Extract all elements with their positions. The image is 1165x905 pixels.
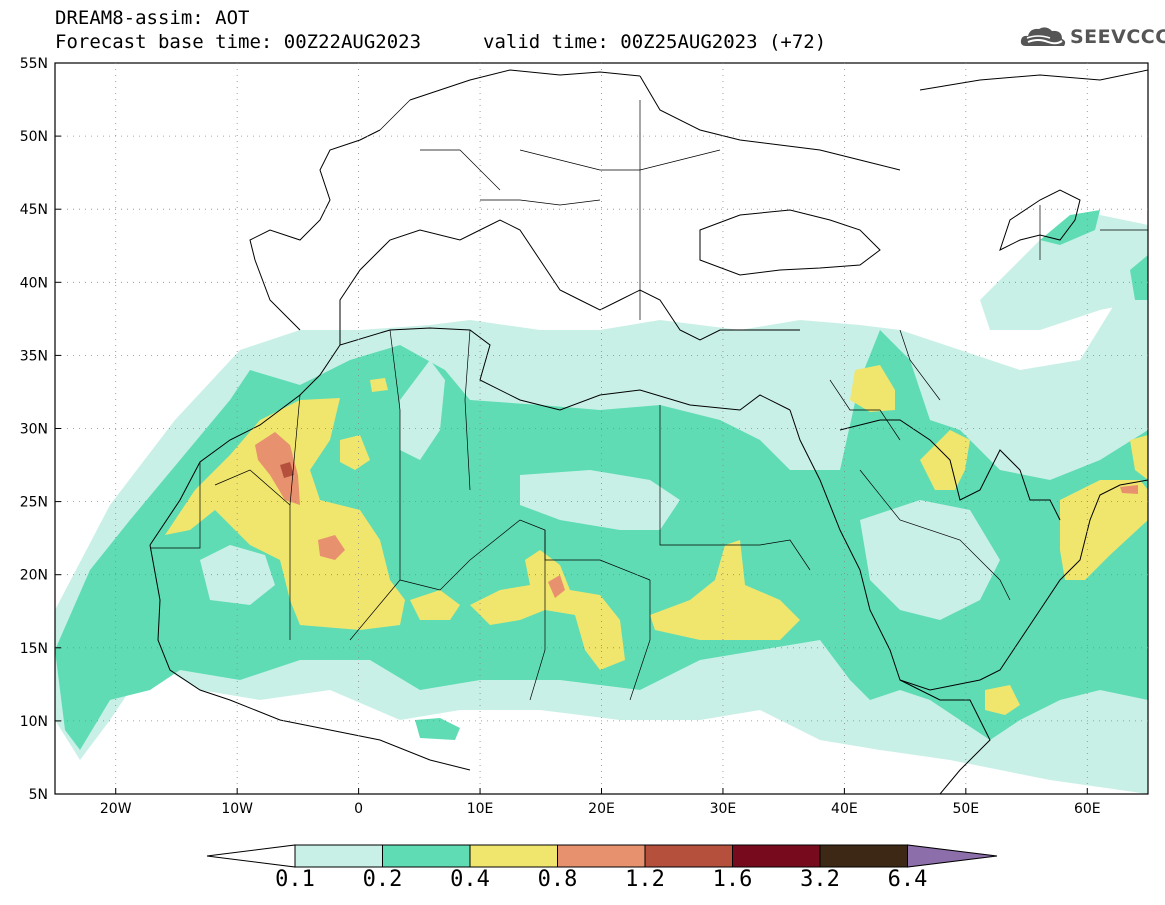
aot-level-0.4-westsahara: [165, 398, 405, 630]
lon-label: 0: [354, 801, 363, 817]
colorbar-swatch: [294, 844, 383, 868]
aot-level-0.4-iraq: [850, 365, 895, 412]
colorbar-level-label: 1.2: [625, 867, 665, 892]
aot-hole-libya: [520, 470, 680, 530]
forecast-base-time: Forecast base time: 00Z22AUG2023: [55, 31, 422, 53]
lon-labels: 20W 10W 0 10E 20E 30E 40E 50E 60E: [100, 801, 1101, 817]
lon-label: 20W: [100, 801, 132, 817]
aot-level-0.4-north-spot: [370, 378, 388, 392]
colorbar-swatch: [557, 844, 646, 868]
lat-label: 5N: [29, 787, 48, 803]
colorbar-level-label: 1.6: [712, 867, 753, 892]
lat-label: 40N: [20, 275, 48, 291]
aot-level-0.8-oman: [1120, 485, 1138, 494]
aot-hole-algeria: [400, 360, 445, 460]
colorbar-level-label: 6.4: [887, 867, 928, 892]
valid-time: valid time: 00Z25AUG2023 (+72): [483, 31, 827, 53]
lon-label: 60E: [1074, 801, 1101, 817]
aot-level-0.4-chad: [470, 550, 625, 670]
lat-labels: 55N 50N 45N 40N 35N 30N 25N 20N 15N 10N 5N: [20, 56, 48, 803]
aot-level-0.8-morocco: [255, 432, 300, 505]
lat-label: 15N: [20, 641, 48, 657]
colorbar-level-label: 0.4: [450, 867, 490, 892]
lat-label: 35N: [20, 348, 48, 364]
aot-field: [55, 210, 1148, 794]
lat-label: 30N: [20, 422, 48, 438]
colorbar-swatch: [469, 844, 558, 868]
aot-level-0.4-algeria-spot: [340, 435, 370, 470]
lat-label: 10N: [20, 714, 48, 730]
lon-label: 10E: [467, 801, 494, 817]
lat-label: 55N: [20, 56, 48, 72]
colorbar-level-label: 0.1: [275, 867, 315, 892]
aot-level-0.1-east: [1110, 390, 1148, 430]
aot-level-0.4-sudan: [650, 540, 800, 640]
aot-level-1.2: [280, 462, 294, 478]
aot-level-0.4-east-spot: [1130, 435, 1148, 480]
country-borders: [150, 99, 1148, 701]
lat-label: 50N: [20, 129, 48, 145]
aot-level-0.8-chad: [548, 575, 565, 598]
colorbar-level-label: 0.2: [362, 867, 403, 892]
colorbar-level-label: 0.8: [537, 867, 578, 892]
aot-level-0.2-iran: [1130, 255, 1148, 300]
colorbar: [206, 844, 998, 868]
colorbar-high-arrow: [907, 844, 998, 868]
aot-level-0.4-somalia: [985, 685, 1020, 715]
aot-level-0.4-gulf: [920, 430, 970, 490]
logo-text: SEEVCCC: [1070, 26, 1165, 48]
lat-label: 25N: [20, 495, 48, 511]
lon-label: 50E: [952, 801, 979, 817]
aot-hole-westafrica: [200, 545, 275, 605]
cloud-logo-icon: [1020, 27, 1066, 46]
lon-label: 40E: [831, 801, 858, 817]
lon-label: 30E: [710, 801, 737, 817]
seevccc-logo: SEEVCCC: [1018, 22, 1165, 58]
aot-level-0.4-oman: [1060, 480, 1148, 580]
aot-hole-arabia: [860, 500, 1000, 620]
colorbar-swatch: [644, 844, 733, 868]
colorbar-swatch: [382, 844, 471, 868]
lat-label: 45N: [20, 202, 48, 218]
aot-level-0.8-mauritania: [318, 535, 345, 560]
colorbar-low-arrow: [206, 844, 296, 868]
aot-level-0.2-caspian: [1040, 210, 1100, 245]
lon-label: 10W: [221, 801, 253, 817]
aot-level-0.4-mali: [410, 590, 460, 620]
lon-label: 20E: [588, 801, 615, 817]
graticule: [55, 62, 1148, 795]
colorbar-swatch: [819, 844, 908, 868]
aot-level-0.1-caspian: [980, 215, 1148, 330]
map-title: DREAM8-assim: AOT: [55, 7, 250, 29]
colorbar-swatch: [732, 844, 821, 868]
aot-level-0.2-small: [415, 718, 460, 740]
lat-label: 20N: [20, 568, 48, 584]
colorbar-level-label: 3.2: [800, 867, 840, 892]
coastlines: [149, 69, 1148, 794]
